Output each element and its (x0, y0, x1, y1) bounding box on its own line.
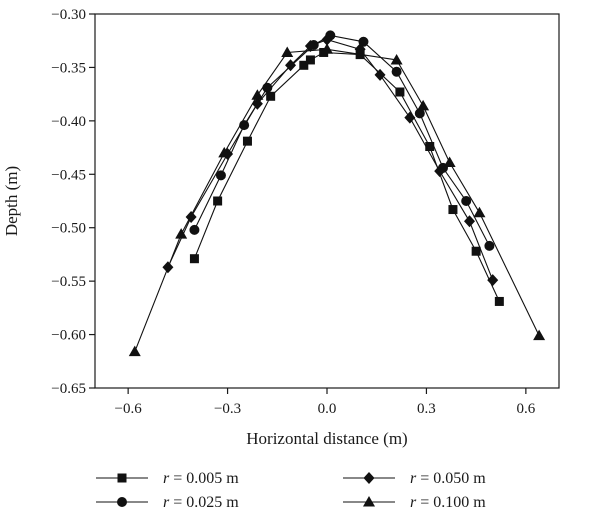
data-point-square (242, 136, 252, 146)
data-point-diamond (434, 165, 446, 178)
data-point-diamond (354, 43, 366, 56)
data-point-triangle (473, 206, 486, 218)
data-point-diamond (374, 68, 386, 81)
data-point-diamond (304, 40, 316, 53)
series-triangle (128, 43, 546, 357)
legend-label-value: = 0.100 m (416, 494, 486, 511)
legend-label-variable: r (163, 494, 170, 511)
legend-marker-triangle (363, 496, 375, 507)
data-point-square (471, 246, 481, 256)
y-tick-label: −0.60 (51, 328, 86, 344)
legend-entry: r = 0.025 m (96, 494, 239, 511)
legend-entry: r = 0.005 m (96, 470, 239, 487)
legend-label-variable: r (410, 470, 417, 487)
legend-label: r = 0.050 m (410, 470, 486, 487)
data-point-triangle (175, 228, 188, 239)
data-point-circle (461, 196, 472, 206)
data-point-triangle (443, 156, 456, 168)
y-tick-label: −0.40 (51, 114, 86, 130)
data-point-circle (484, 240, 495, 251)
x-tick-label: −0.3 (214, 401, 241, 417)
legend-label: r = 0.025 m (163, 494, 239, 511)
legend-label-value: = 0.005 m (169, 470, 239, 487)
legend-label-variable: r (410, 494, 417, 511)
series-circle (189, 30, 495, 251)
data-point-circle (391, 66, 402, 77)
series-square (189, 47, 504, 306)
data-point-square (266, 91, 276, 101)
x-tick-label: 0.0 (318, 401, 337, 417)
data-point-square (425, 142, 435, 152)
plot-frame (94, 13, 560, 389)
data-point-triangle (417, 99, 430, 111)
x-tick-label: 0.6 (516, 401, 535, 417)
data-point-square (299, 60, 309, 70)
series-line-square (193, 51, 500, 302)
y-tick-label: −0.65 (51, 381, 86, 397)
data-point-diamond (285, 59, 297, 72)
data-point-diamond (321, 33, 333, 46)
legend-marker-diamond (363, 472, 375, 484)
legend-label: r = 0.005 m (163, 470, 239, 487)
series-line-triangle (134, 48, 540, 352)
legend-entry: r = 0.050 m (343, 470, 486, 487)
y-tick-label: −0.50 (51, 221, 86, 237)
x-axis-title: Horizontal distance (m) (246, 429, 407, 448)
y-tick-label: −0.55 (51, 274, 86, 290)
data-point-triangle (128, 345, 141, 357)
data-point-triangle (390, 53, 403, 65)
data-point-square (448, 205, 458, 215)
y-tick-label: −0.45 (51, 167, 86, 183)
series-line-circle (193, 34, 490, 247)
legend-marker-circle (117, 497, 127, 507)
data-point-circle (189, 224, 200, 235)
x-tick-label: 0.3 (417, 401, 436, 417)
data-point-triangle (218, 146, 231, 158)
y-axis-title: Depth (m) (2, 166, 21, 236)
data-point-square (494, 296, 504, 306)
y-tick-label: −0.30 (51, 7, 86, 23)
legend-marker-square (117, 473, 127, 483)
data-point-square (213, 196, 223, 206)
data-point-circle (215, 170, 226, 181)
legend-entry: r = 0.100 m (343, 494, 486, 511)
data-point-diamond (185, 211, 197, 224)
data-point-square (395, 87, 405, 97)
data-point-diamond (487, 274, 499, 287)
data-point-square (305, 55, 315, 65)
legend-label: r = 0.100 m (410, 494, 486, 511)
series-line-diamond (167, 39, 494, 281)
data-point-circle (414, 108, 425, 119)
data-point-triangle (321, 43, 333, 54)
data-point-triangle (251, 89, 264, 100)
data-point-diamond (404, 111, 416, 124)
data-point-square (189, 254, 199, 264)
x-tick-label: −0.6 (115, 401, 143, 417)
data-point-triangle (533, 329, 546, 341)
legend-label-value: = 0.025 m (169, 494, 239, 511)
legend-label-variable: r (163, 470, 170, 487)
data-point-diamond (464, 215, 476, 228)
data-point-triangle (281, 46, 294, 57)
legend-label-value: = 0.050 m (416, 470, 486, 487)
y-tick-label: −0.35 (51, 60, 86, 76)
